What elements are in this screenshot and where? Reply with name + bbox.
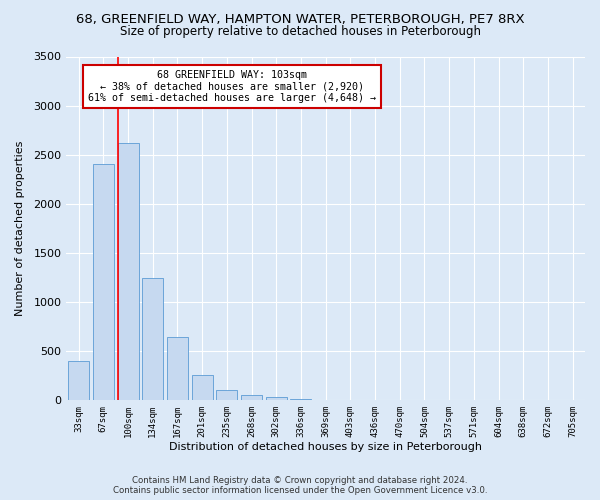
Bar [266,398,287,400]
Y-axis label: Number of detached properties: Number of detached properties [15,140,25,316]
Text: Contains public sector information licensed under the Open Government Licence v3: Contains public sector information licen… [113,486,487,495]
Bar [142,278,163,400]
Bar [217,390,238,400]
Bar [167,337,188,400]
Bar [68,360,89,400]
Text: 68 GREENFIELD WAY: 103sqm  
← 38% of detached houses are smaller (2,920)
61% of : 68 GREENFIELD WAY: 103sqm ← 38% of detac… [88,70,376,103]
Bar [191,376,212,400]
Text: 68, GREENFIELD WAY, HAMPTON WATER, PETERBOROUGH, PE7 8RX: 68, GREENFIELD WAY, HAMPTON WATER, PETER… [76,12,524,26]
X-axis label: Distribution of detached houses by size in Peterborough: Distribution of detached houses by size … [169,442,482,452]
Bar [118,143,139,400]
Bar [93,164,114,400]
Text: Contains HM Land Registry data © Crown copyright and database right 2024.: Contains HM Land Registry data © Crown c… [132,476,468,485]
Text: Size of property relative to detached houses in Peterborough: Size of property relative to detached ho… [119,25,481,38]
Bar [241,395,262,400]
Bar [290,399,311,400]
